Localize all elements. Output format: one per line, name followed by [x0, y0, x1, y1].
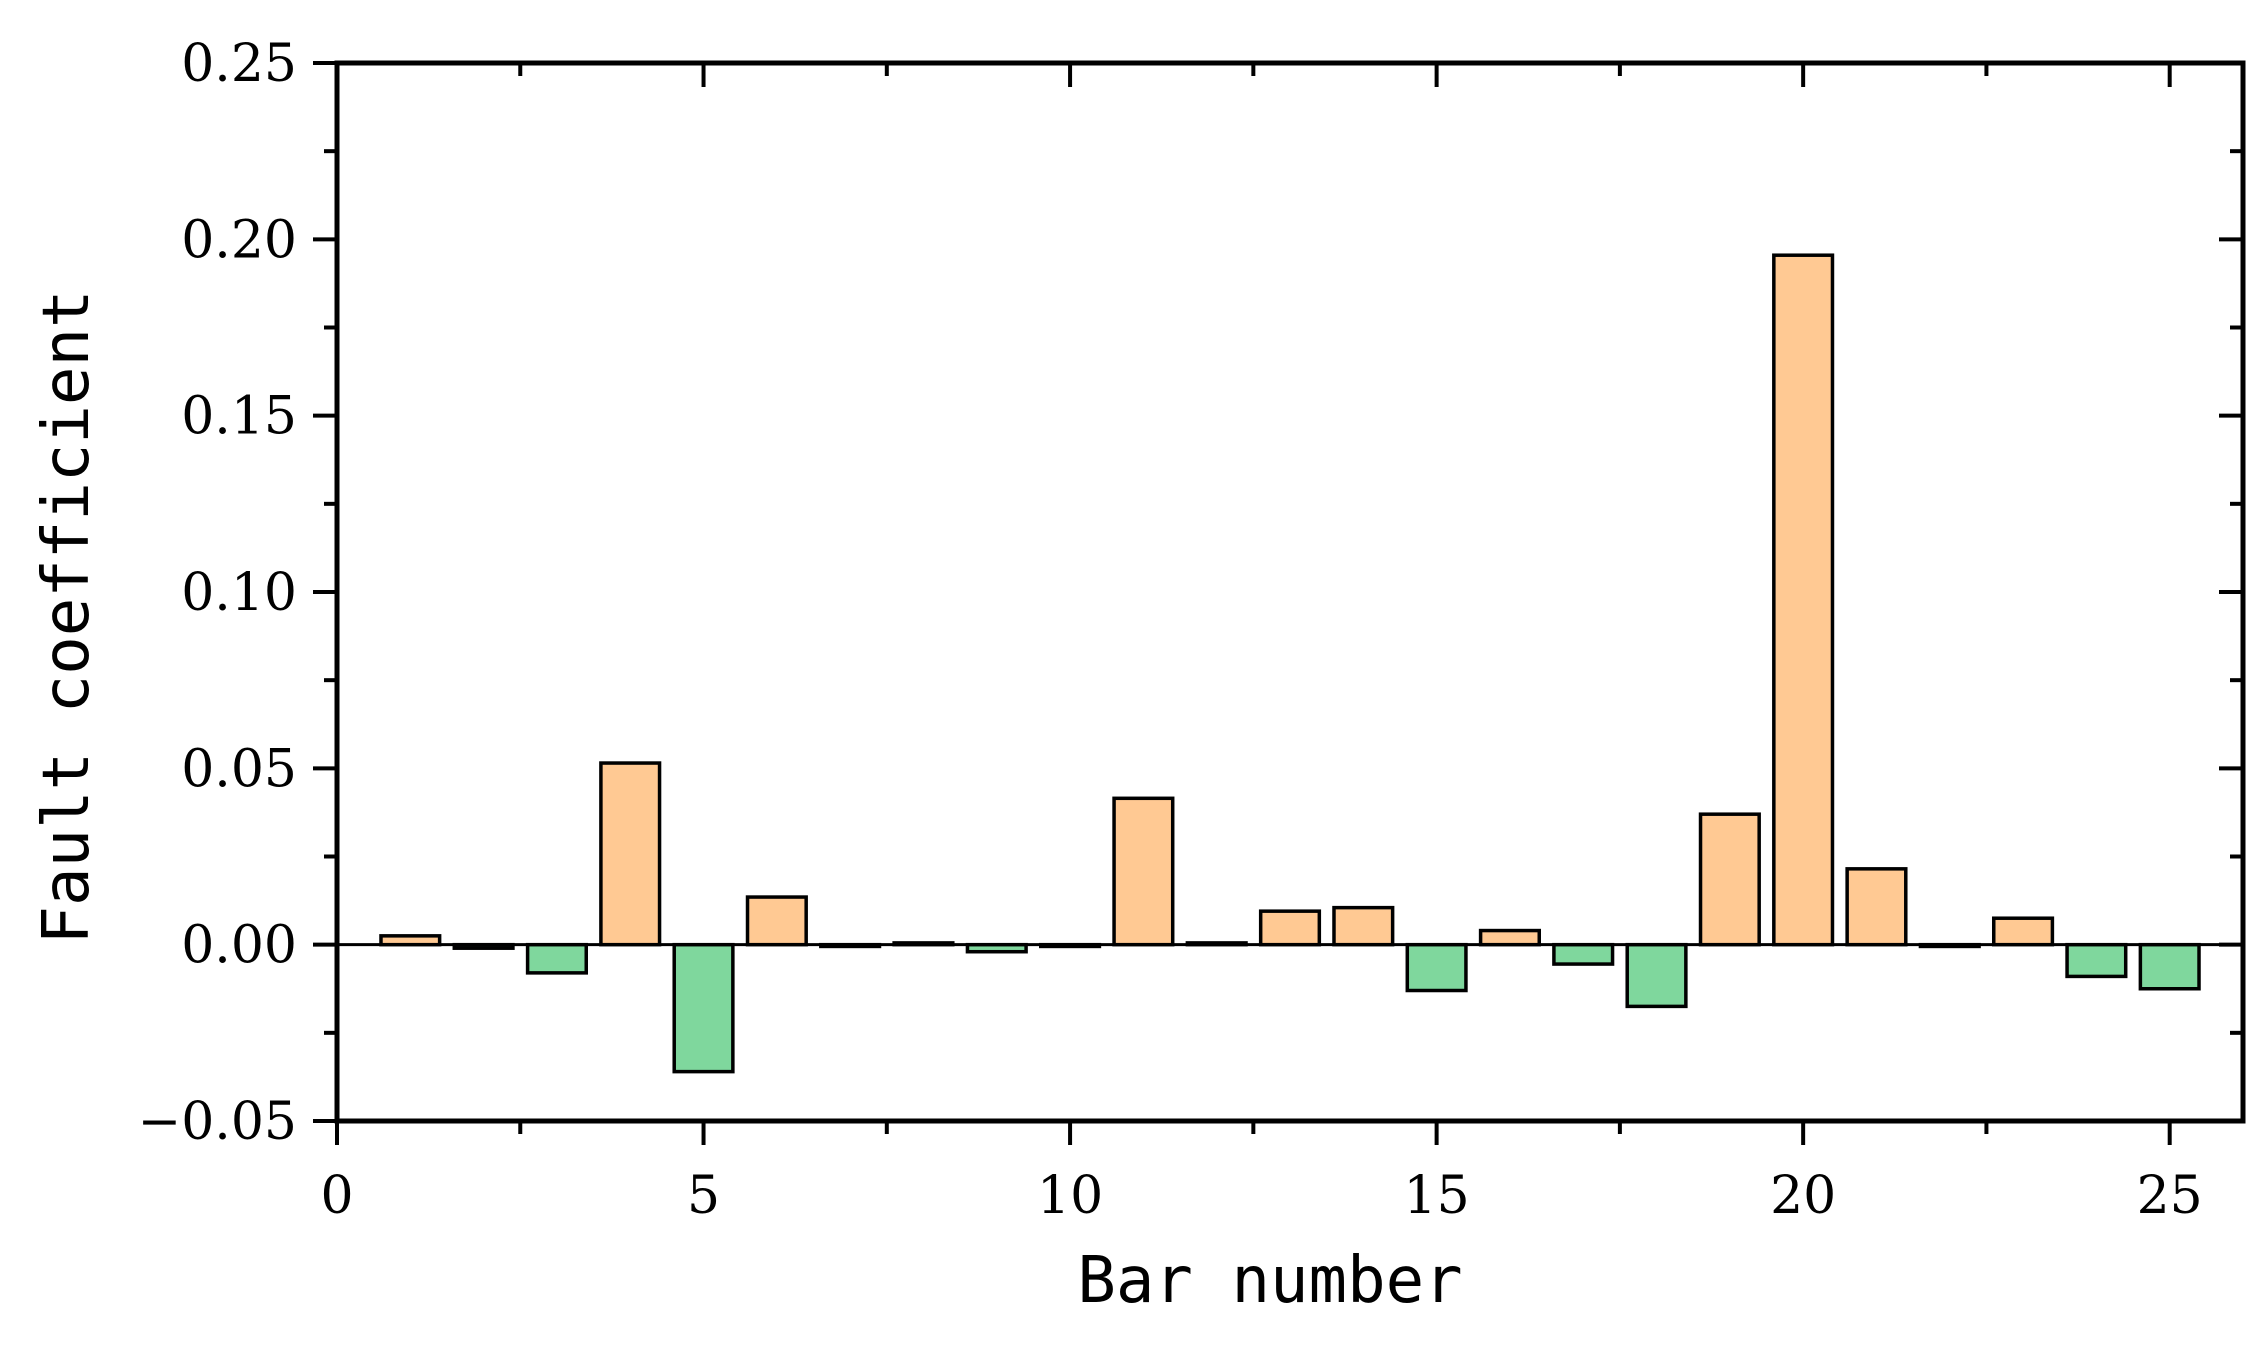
bar-21 [1845, 867, 1908, 947]
y-tick-label: 0.05 [181, 739, 297, 799]
x-tick-label: 15 [1404, 1166, 1470, 1226]
bar-24 [2065, 942, 2128, 979]
bar-3 [525, 942, 588, 975]
bar-19 [1698, 812, 1761, 947]
x-tick-label: 10 [1037, 1166, 1103, 1226]
x-axis-title: Bar number [1077, 1244, 1462, 1318]
x-tick-label: 0 [320, 1166, 353, 1226]
bar-4 [599, 761, 662, 947]
bar-5 [672, 942, 735, 1074]
bar-11 [1112, 796, 1175, 947]
y-tick-label: 0.10 [181, 563, 297, 623]
y-tick-label: 0.00 [181, 916, 297, 976]
bar-18 [1625, 942, 1688, 1009]
bar-13 [1258, 909, 1322, 947]
plot-frame [334, 60, 2246, 1124]
bar-17 [1552, 942, 1615, 966]
bar-16 [1478, 928, 1541, 947]
y-tick-label: 0.25 [181, 34, 297, 94]
bar-6 [745, 895, 808, 947]
x-tick-label: 25 [2137, 1166, 2203, 1226]
bar-25 [2138, 942, 2201, 991]
y-tick-label: 0.20 [181, 210, 297, 270]
y-tick-label: 0.15 [181, 387, 297, 447]
bars [379, 253, 2201, 1074]
labels: −0.05 0.00 0.05 0.10 0.15 0.20 0.25 0 5 10 15 20 25 [138, 34, 2203, 1226]
y-tick-label: −0.05 [138, 1092, 297, 1152]
bar-14 [1332, 905, 1395, 947]
y-axis-title: Fault coefficient [30, 289, 104, 944]
bar-20 [1772, 253, 1835, 947]
x-tick-label: 5 [687, 1166, 720, 1226]
axes [313, 60, 2246, 1145]
bar-23 [1992, 916, 2055, 947]
x-tick-label: 20 [1770, 1166, 1836, 1226]
bar-15 [1405, 942, 1468, 993]
